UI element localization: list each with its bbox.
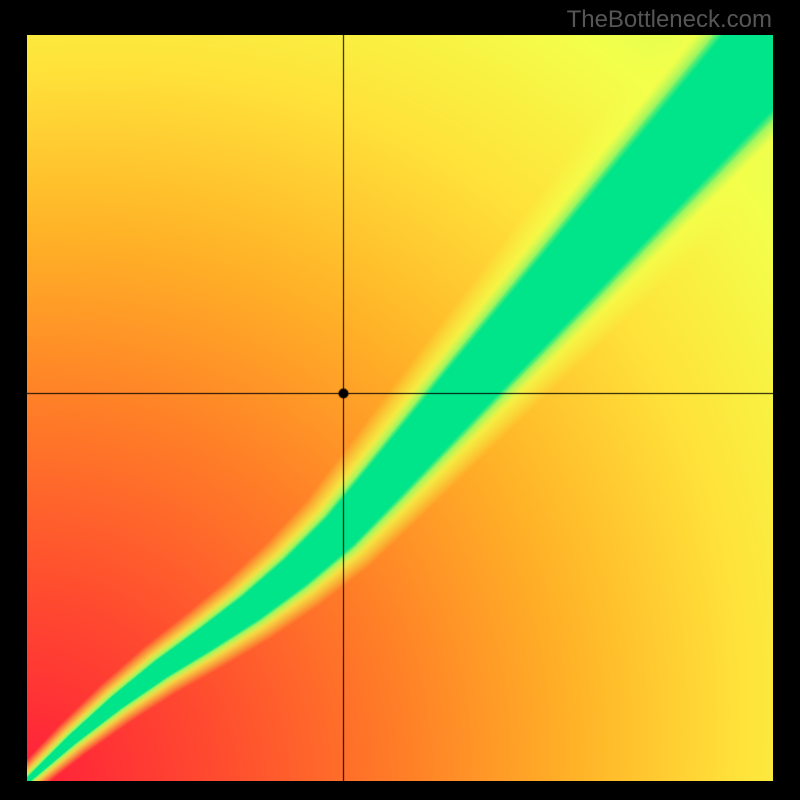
heatmap-canvas: [27, 35, 773, 781]
chart-container: TheBottleneck.com: [0, 0, 800, 800]
source-watermark: TheBottleneck.com: [567, 6, 772, 34]
